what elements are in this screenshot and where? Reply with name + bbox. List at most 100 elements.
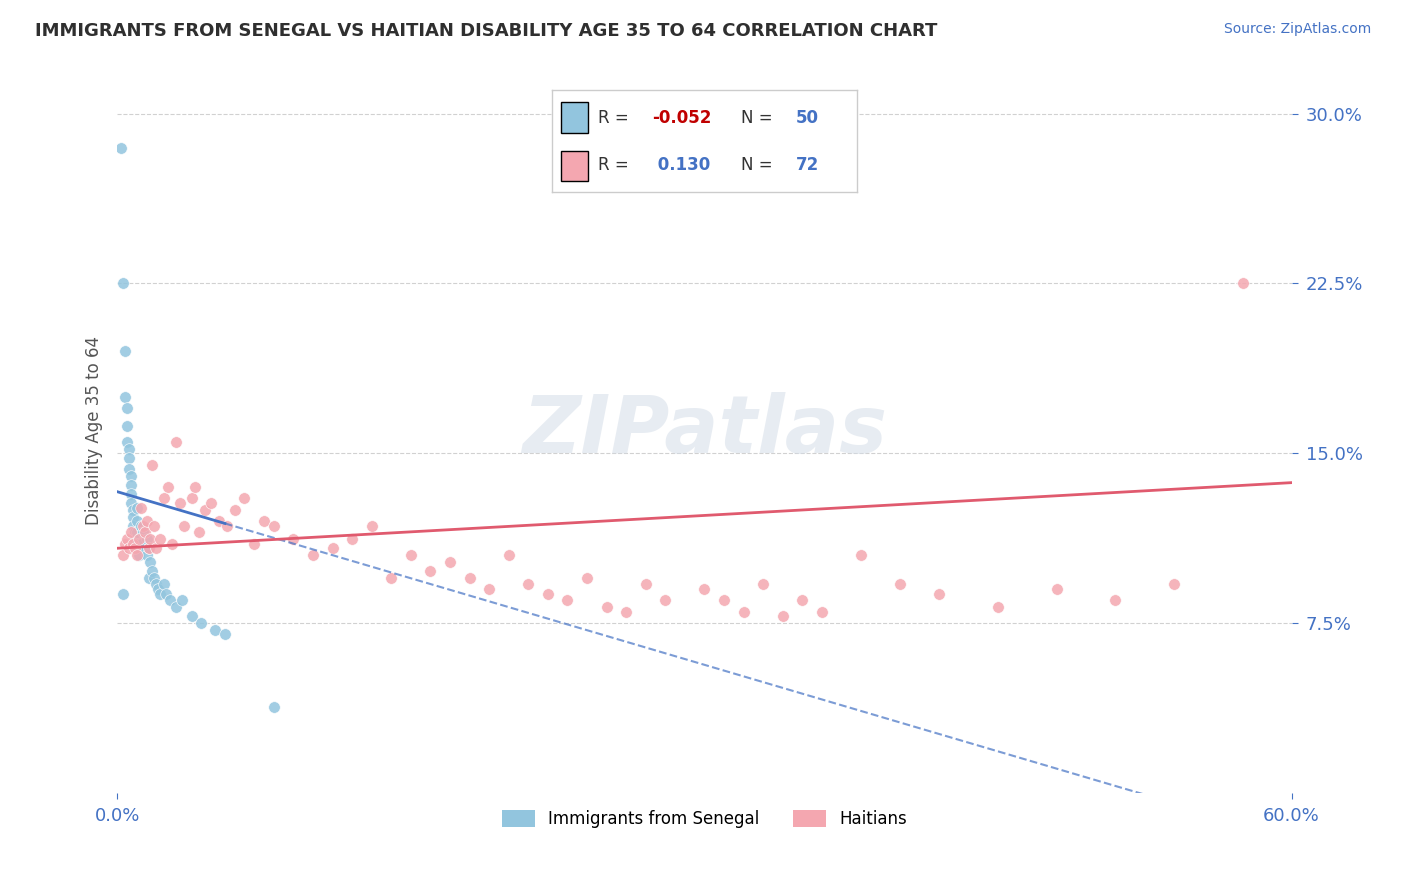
Point [112, 586, 135, 600]
Point [138, 541, 160, 556]
Point [1104, 593, 1126, 607]
Point [204, 623, 226, 637]
Point [173, 518, 195, 533]
Point [115, 419, 138, 434]
Point [987, 600, 1010, 615]
Point [135, 548, 157, 562]
Point [340, 532, 363, 546]
Point [537, 586, 560, 600]
Point [114, 390, 136, 404]
Point [143, 518, 166, 533]
Point [792, 593, 814, 607]
Point [131, 518, 153, 533]
Point [131, 525, 153, 540]
Point [184, 480, 207, 494]
Point [263, 518, 285, 533]
Point [149, 586, 172, 600]
Point [165, 434, 187, 449]
Point [752, 577, 775, 591]
Point [478, 582, 501, 596]
Point [360, 518, 382, 533]
Point [849, 548, 872, 562]
Point [120, 487, 142, 501]
Text: Source: ZipAtlas.com: Source: ZipAtlas.com [1223, 22, 1371, 37]
Point [129, 537, 152, 551]
Point [634, 577, 657, 591]
Point [139, 532, 162, 546]
Point [120, 525, 142, 540]
Point [190, 615, 212, 630]
Point [811, 605, 834, 619]
Y-axis label: Disability Age 35 to 64: Disability Age 35 to 64 [86, 336, 103, 525]
Point [733, 605, 755, 619]
Point [614, 605, 637, 619]
Point [208, 514, 231, 528]
Point [153, 577, 176, 591]
Point [129, 518, 152, 533]
Point [224, 503, 246, 517]
Point [125, 514, 148, 528]
Point [125, 537, 148, 551]
Point [148, 582, 170, 596]
Point [380, 571, 402, 585]
Point [153, 491, 176, 506]
Point [139, 555, 162, 569]
Point [125, 548, 148, 562]
Point [120, 496, 142, 510]
Point [215, 518, 238, 533]
Point [115, 401, 138, 415]
Point [283, 532, 305, 546]
Point [233, 491, 256, 506]
Point [321, 541, 343, 556]
Point [118, 541, 141, 556]
Point [141, 564, 163, 578]
Point [124, 525, 146, 540]
Point [110, 141, 132, 155]
Point [138, 541, 160, 556]
Point [114, 344, 136, 359]
Point [121, 509, 143, 524]
Point [112, 548, 135, 562]
Point [128, 541, 150, 556]
Point [188, 525, 211, 540]
Point [419, 564, 441, 578]
Point [157, 480, 180, 494]
Point [134, 525, 156, 540]
Point [114, 537, 136, 551]
Point [180, 491, 202, 506]
Point [118, 442, 141, 456]
Point [115, 434, 138, 449]
Point [165, 600, 187, 615]
Point [124, 532, 146, 546]
Point [134, 541, 156, 556]
Point [143, 571, 166, 585]
Point [125, 525, 148, 540]
Point [115, 532, 138, 546]
Point [458, 571, 481, 585]
Point [129, 500, 152, 515]
Point [160, 537, 183, 551]
Point [498, 548, 520, 562]
Legend: Immigrants from Senegal, Haitians: Immigrants from Senegal, Haitians [495, 804, 914, 835]
Point [121, 537, 143, 551]
Point [128, 548, 150, 562]
Point [112, 277, 135, 291]
Point [253, 514, 276, 528]
Point [145, 577, 167, 591]
Point [118, 462, 141, 476]
Point [1232, 277, 1254, 291]
Point [145, 541, 167, 556]
Point [128, 532, 150, 546]
Point [772, 609, 794, 624]
Point [138, 571, 160, 585]
Point [263, 699, 285, 714]
Text: IMMIGRANTS FROM SENEGAL VS HAITIAN DISABILITY AGE 35 TO 64 CORRELATION CHART: IMMIGRANTS FROM SENEGAL VS HAITIAN DISAB… [35, 22, 938, 40]
Point [125, 500, 148, 515]
Point [439, 555, 461, 569]
Point [170, 593, 193, 607]
Point [928, 586, 950, 600]
Point [159, 593, 181, 607]
Point [302, 548, 325, 562]
Point [1046, 582, 1069, 596]
Point [1163, 577, 1185, 591]
